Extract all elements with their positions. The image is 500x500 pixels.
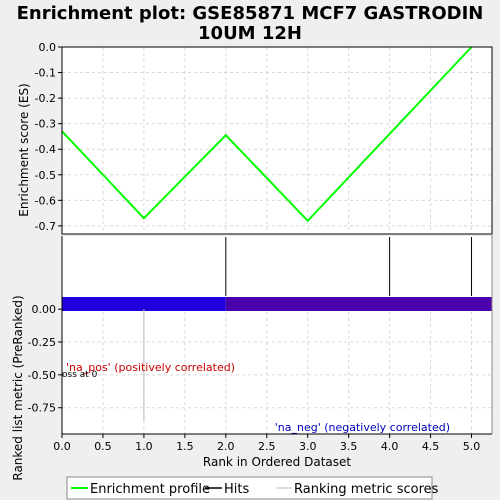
metric-ytick-label: -0.50 [28, 369, 56, 382]
pos-correlated-label: 'na_pos' (positively correlated) [66, 361, 235, 374]
xtick-label: 1.5 [176, 440, 194, 453]
chart-title-line1: Enrichment plot: GSE85871 MCF7 GASTRODIN [17, 3, 484, 24]
es-ytick-label: -0.5 [35, 169, 56, 182]
es-ytick-label: -0.1 [35, 67, 56, 80]
metric-ytick-label: -0.75 [28, 402, 56, 415]
neg-correlated-label: 'na_neg' (negatively correlated) [275, 421, 450, 434]
xtick-label: 5.0 [463, 440, 481, 453]
metric-ytick-label: -0.25 [28, 336, 56, 349]
xtick-label: 1.0 [135, 440, 153, 453]
xtick-label: 3.0 [299, 440, 317, 453]
es-ylabel: Enrichment score (ES) [17, 83, 31, 216]
legend [66, 476, 433, 500]
xlabel: Rank in Ordered Dataset [203, 455, 351, 469]
hits-panel [62, 236, 492, 296]
legend-hits-label: Hits [224, 482, 249, 497]
xtick-label: 0.5 [94, 440, 112, 453]
legend-ranking-label: Ranking metric scores [294, 482, 439, 497]
metric-ytick-label: 0.00 [32, 303, 57, 316]
xtick-label: 4.0 [381, 440, 399, 453]
metric-panel [62, 296, 492, 434]
xtick-label: 2.0 [217, 440, 235, 453]
es-ytick-label: -0.4 [35, 143, 56, 156]
xtick-label: 4.5 [422, 440, 440, 453]
es-ytick-label: 0.0 [39, 41, 57, 54]
xtick-label: 3.5 [340, 440, 358, 453]
chart-title-line2: 10UM 12H [198, 23, 302, 44]
xtick-label: 0.0 [53, 440, 71, 453]
es-panel [62, 47, 492, 234]
es-ytick-label: -0.7 [35, 220, 56, 233]
legend-profile-label: Enrichment profile [90, 482, 210, 497]
negative-correlation-bar [225, 297, 493, 311]
es-ytick-label: -0.6 [35, 194, 56, 207]
enrichment-profile-line [61, 46, 473, 223]
metric-ylabel: Ranked list metric (PreRanked) [11, 295, 25, 480]
positive-correlation-bar [62, 297, 226, 311]
es-ytick-label: -0.2 [35, 92, 56, 105]
es-ytick-label: -0.3 [35, 118, 56, 131]
xtick-label: 2.5 [258, 440, 276, 453]
zero-cross-label: oss at 0 [62, 370, 98, 380]
